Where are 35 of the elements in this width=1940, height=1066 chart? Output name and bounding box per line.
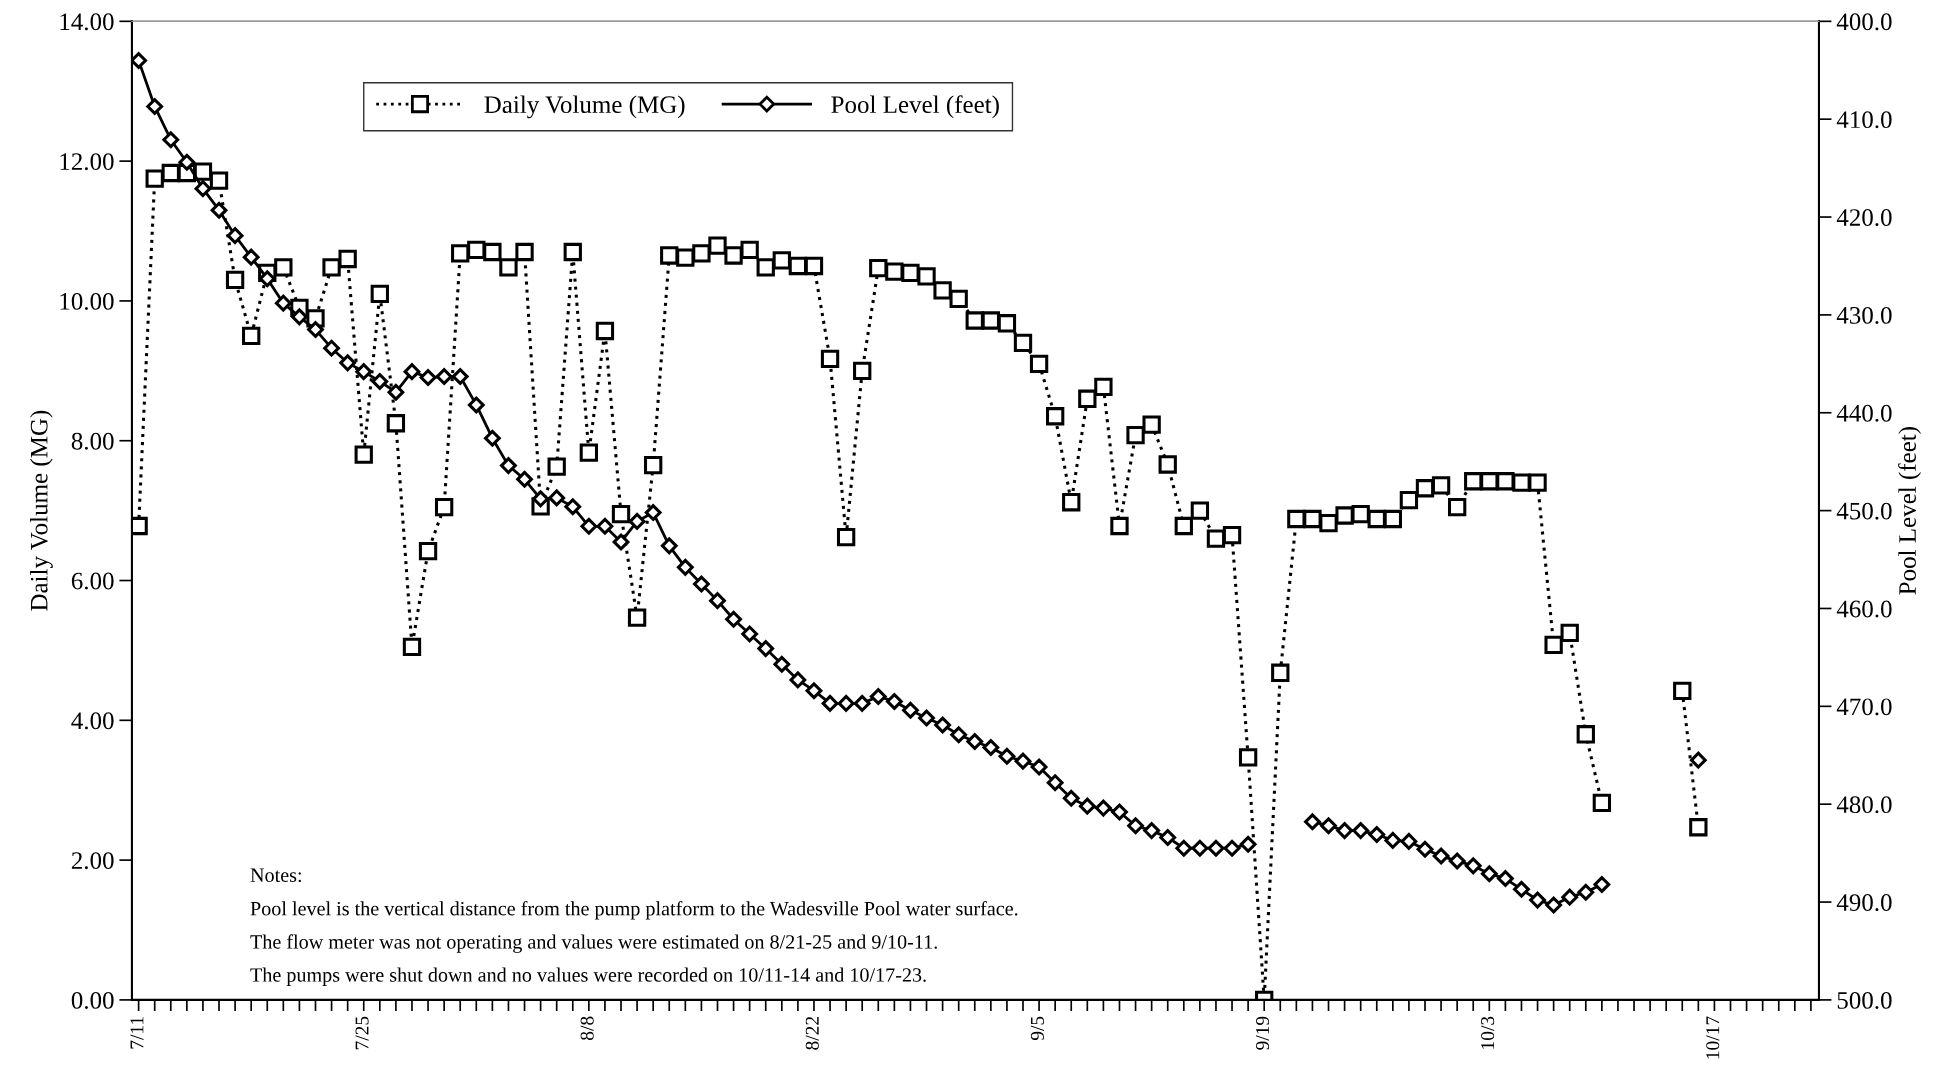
y-tick-label: 4.00 bbox=[71, 712, 114, 730]
x-tick-label: 7/11 bbox=[130, 1017, 144, 1049]
y-tick-label: 14.00 bbox=[60, 13, 114, 31]
y2-tick-label: 420.0 bbox=[1836, 209, 1892, 227]
y2-tick-label: 500.0 bbox=[1837, 991, 1892, 1009]
x-tick-label: 10/17 bbox=[1706, 1016, 1720, 1059]
legend-label: Daily Volume (MG) bbox=[484, 95, 685, 119]
y2-tick-label: 440.0 bbox=[1836, 404, 1892, 422]
y2-tick-label: 490.0 bbox=[1836, 894, 1892, 912]
y-tick-label: 10.00 bbox=[60, 292, 114, 310]
x-tick-label: 8/22 bbox=[805, 1016, 819, 1050]
y2-tick-label: 410.0 bbox=[1836, 111, 1892, 129]
y2-tick-label: 460.0 bbox=[1836, 600, 1892, 618]
y-tick-label: 2.00 bbox=[71, 852, 114, 870]
annotation: The flow meter was not operating and values were estimated on 8/21-25 and 9/10-11. bbox=[250, 934, 937, 953]
y-tick-label: 6.00 bbox=[71, 572, 114, 590]
y2-axis-title: Pool Level (feet) bbox=[1898, 427, 1922, 595]
y2-tick-label: 400.0 bbox=[1836, 13, 1892, 31]
annotation: Pool level is the vertical distance from the pump platform to the Wadesville Pool water surface. bbox=[250, 901, 1018, 920]
y2-tick-label: 430.0 bbox=[1836, 306, 1892, 324]
y2-tick-label: 480.0 bbox=[1836, 796, 1892, 814]
x-tick-label: 9/5 bbox=[1030, 1016, 1044, 1041]
y-tick-label: 0.00 bbox=[71, 991, 114, 1009]
y2-tick-label: 450.0 bbox=[1836, 502, 1892, 520]
x-tick-label: 7/25 bbox=[355, 1016, 369, 1050]
annotation: The pumps were shut down and no values were recorded on 10/11-14 and 10/17-23. bbox=[250, 967, 926, 986]
legend-label: Pool Level (feet) bbox=[831, 95, 999, 119]
y-tick-label: 12.00 bbox=[60, 153, 114, 171]
y2-tick-label: 470.0 bbox=[1836, 698, 1892, 716]
x-tick-label: 9/19 bbox=[1256, 1016, 1270, 1050]
annotation: Notes: bbox=[250, 868, 301, 883]
y-axis-title: Daily Volume (MG) bbox=[30, 410, 53, 611]
y-tick-label: 8.00 bbox=[71, 432, 114, 450]
x-tick-label: 8/8 bbox=[580, 1016, 594, 1040]
x-tick-label: 10/3 bbox=[1481, 1016, 1495, 1049]
